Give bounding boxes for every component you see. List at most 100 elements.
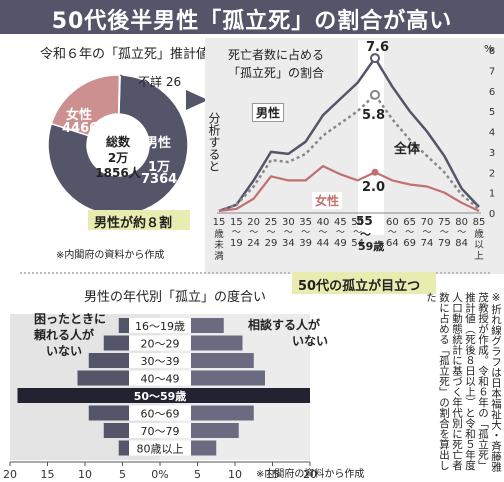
category-label-bg xyxy=(129,440,191,456)
x-tick-label-sep: 〜 xyxy=(301,228,310,238)
x-tick-label-top: 25 xyxy=(265,217,278,228)
pie-total-value-2: 1856人 xyxy=(95,166,141,180)
x-tick-label-bottom: 64 xyxy=(386,238,399,249)
x-tick-label-first-sub: 満 xyxy=(214,251,224,262)
category-label: 70〜79 xyxy=(141,425,180,438)
category-label: 16〜19歳 xyxy=(135,320,185,333)
x-tick-label-first: 15 xyxy=(213,217,226,228)
highlight-age-sep: 〜 xyxy=(360,228,371,241)
bar-tick-label: 0% xyxy=(151,468,168,481)
pie-male-label: 男性 xyxy=(145,136,172,151)
callout-text: 50代の孤立が目立つ xyxy=(298,279,421,294)
x-tick-label-sep: 〜 xyxy=(232,228,241,238)
pie-male-value-1: 1万 xyxy=(148,160,171,175)
pie-slice-unknown xyxy=(117,74,121,115)
x-tick-label-sep: 〜 xyxy=(388,228,397,238)
peak-label-male: 7.6 xyxy=(366,40,390,55)
category-label: 20〜29 xyxy=(141,338,180,351)
unit-label: % xyxy=(484,44,494,55)
butterfly-heading: 男性の年代別「孤立」の度合い xyxy=(84,290,267,305)
butterfly-chart: 16〜19歳 20〜29 30〜39 40〜49 50〜59歳 60〜69 70〜79 80歳… xyxy=(3,314,317,481)
x-tick-label-top: 70 xyxy=(421,217,434,228)
y-tick-label: 2 xyxy=(489,168,495,179)
pie-male-value-2: 7364 xyxy=(141,172,178,187)
legend-female: 女性 xyxy=(312,192,343,209)
y-tick-label: 6 xyxy=(489,87,495,98)
x-tick-label-bottom: 24 xyxy=(247,238,260,249)
peak-label-total: 5.8 xyxy=(362,108,386,123)
legend-male: 男性 xyxy=(252,103,285,122)
pie-unknown-label: 不詳 26 xyxy=(138,75,182,89)
x-tick-label-bottom: 29 xyxy=(265,238,278,249)
pie-chart xyxy=(47,74,189,216)
category-label: 40〜49 xyxy=(141,373,180,386)
pie-badge: 男性が約８割 xyxy=(88,210,190,231)
category-label: 60〜69 xyxy=(141,408,180,421)
x-tick-label-bottom: 19 xyxy=(230,238,243,249)
category-label-bg xyxy=(129,318,191,333)
x-tick-label-sep: 〜 xyxy=(284,228,293,238)
x-tick-label-first-sub: 未 xyxy=(214,239,224,251)
category-label: 50〜59歳 xyxy=(134,389,187,403)
x-tick-label-top: 60 xyxy=(386,217,399,228)
left-title-2: 頼れる人が xyxy=(34,328,95,342)
series-total-peak-point xyxy=(370,89,380,100)
pie-badge-text: 男性が約８割 xyxy=(94,216,173,231)
pie-female-label: 女性 xyxy=(66,108,93,123)
x-tick-label-top: 85 xyxy=(473,217,486,228)
pie-unknown-leader xyxy=(119,74,135,82)
butterfly-source: ※内閣府の資料から作成 xyxy=(256,469,365,480)
x-tick-label-sep: 〜 xyxy=(353,228,362,238)
bar-tick-label: 5 xyxy=(194,468,201,481)
series-female-peak-point xyxy=(371,168,379,176)
y-tick-label: 4 xyxy=(489,128,495,139)
legend-total: 全体 xyxy=(394,142,421,157)
right-title-2: いない xyxy=(292,334,329,348)
y-tick-label: 7 xyxy=(489,66,495,77)
y-tick-label: 1 xyxy=(489,189,495,200)
bar-tick-label: 15 xyxy=(266,468,280,481)
x-tick-label-top: 80 xyxy=(455,217,468,228)
title-bar: 50代後半男性「孤立死」の割合が高い xyxy=(0,0,504,34)
x-tick-label-top: 75 xyxy=(438,217,451,228)
bar-tick-label: 20 xyxy=(303,468,317,481)
x-tick-label-sep: 〜 xyxy=(318,228,327,238)
x-tick-label-bottom: 49 xyxy=(334,238,347,249)
category-label-bg xyxy=(124,388,196,403)
highlight-age-top: 55 xyxy=(356,214,373,228)
x-tick-label-top: 50 xyxy=(351,217,364,228)
highlight-column xyxy=(358,40,384,235)
pie-heading: 令和６年の「孤立死」推計値 xyxy=(40,47,210,62)
x-tick-label-bottom: 74 xyxy=(421,238,434,249)
left-title-3: いない xyxy=(46,344,83,358)
x-tick-label-bottom: 84 xyxy=(455,238,468,249)
category-label: 30〜39 xyxy=(141,355,180,368)
x-tick-label-sep: 〜 xyxy=(440,228,449,238)
bar-tick-label: 15 xyxy=(41,468,55,481)
pie-female-value: 4466 xyxy=(62,121,99,136)
x-tick-label-top: 40 xyxy=(317,217,330,228)
x-tick-label-bottom: 39 xyxy=(299,238,312,249)
x-tick-label-bottom: 34 xyxy=(282,238,295,249)
x-tick-label-top: 45 xyxy=(334,217,347,228)
bar-right xyxy=(160,388,310,403)
pie-total-value-1: 2万 xyxy=(107,151,129,165)
x-tick-label-top: 20 xyxy=(247,217,260,228)
category-label-bg xyxy=(129,370,191,386)
x-tick-label-bottom: 44 xyxy=(317,238,330,249)
pie-slice-male xyxy=(47,74,189,216)
x-tick-label-top: 15 xyxy=(230,217,243,228)
right-title-1: 相談する人が xyxy=(248,318,321,332)
right-arrow-icon xyxy=(186,90,208,110)
line-heading-2: 「孤立死」の割合 xyxy=(228,66,325,80)
left-title-1: 困ったときに xyxy=(34,312,107,326)
x-tick-label-sep: 〜 xyxy=(422,228,431,238)
x-tick-label-top: 65 xyxy=(403,217,416,228)
section-divider xyxy=(20,272,490,274)
series-total-line xyxy=(218,93,480,213)
x-tick-label-top: 35 xyxy=(299,217,312,228)
bar-tick-label: 10 xyxy=(78,468,92,481)
x-tick-label-sep: 〜 xyxy=(405,228,414,238)
highlight-age-bottom: 59歳 xyxy=(358,240,385,253)
x-tick-label-last-sub: 歳 xyxy=(474,228,484,240)
